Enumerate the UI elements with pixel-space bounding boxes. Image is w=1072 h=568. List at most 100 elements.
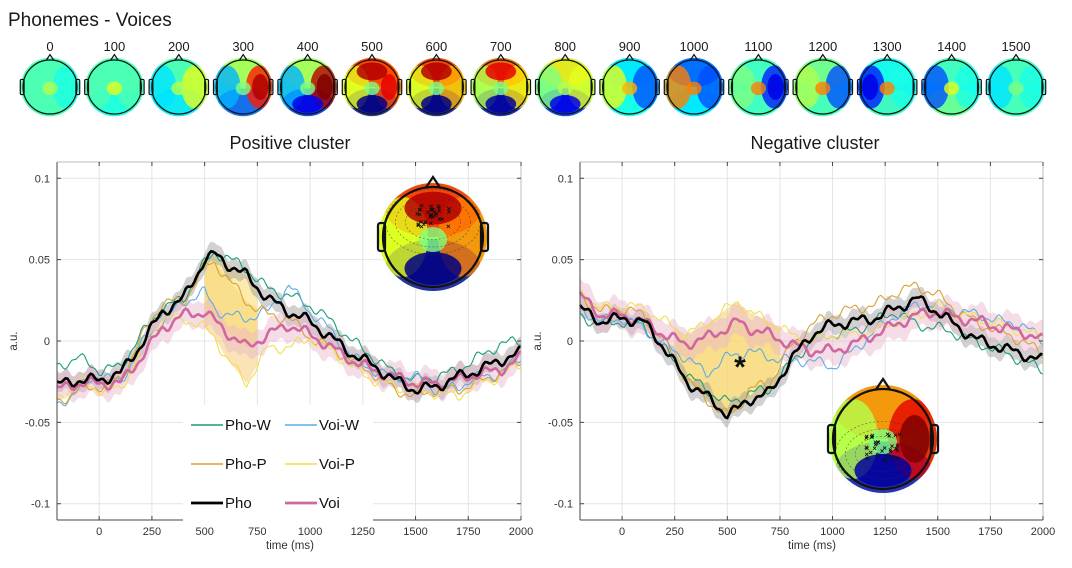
x-axis-label-negative: time (ms) xyxy=(788,540,836,552)
topomap-surface xyxy=(729,57,788,117)
significance-asterisk: * xyxy=(734,351,746,384)
topomap-region xyxy=(85,65,112,109)
topomap-surface xyxy=(407,57,466,117)
electrode-marker xyxy=(421,222,426,227)
topomap-time-label: 700 xyxy=(490,39,512,54)
topomap-core xyxy=(404,191,462,225)
series-line-voi-w xyxy=(579,298,1044,378)
topomap-time-label: 1100 xyxy=(744,39,772,54)
nose-icon xyxy=(1011,53,1021,61)
topomap-region xyxy=(1008,81,1024,96)
left-ear-icon xyxy=(148,78,154,96)
inset-topomap xyxy=(823,376,943,499)
electrode-marker xyxy=(437,206,441,210)
head-outline xyxy=(344,59,400,115)
contour-line xyxy=(845,428,921,480)
head-outline xyxy=(831,387,935,491)
x-tick-label: 500 xyxy=(718,526,736,538)
y-tick-label: -0.1 xyxy=(31,499,50,511)
nose-icon xyxy=(882,53,892,61)
topomap-region xyxy=(42,81,58,96)
right-ear-icon xyxy=(1041,78,1047,96)
electrode-marker xyxy=(430,207,434,212)
x-tick-label: 1000 xyxy=(298,526,322,538)
topomap-time-label: 1000 xyxy=(680,39,709,54)
nose-icon xyxy=(625,53,634,61)
electrode-marker xyxy=(872,446,877,451)
electrode-marker xyxy=(890,456,895,460)
electrode-marker xyxy=(869,434,874,439)
head-outline xyxy=(151,59,207,115)
legend-label-pho-w: Pho-W xyxy=(225,417,272,434)
x-tick-label: 1500 xyxy=(926,526,950,538)
topomap-region xyxy=(954,65,981,109)
electrode-marker xyxy=(864,452,869,457)
head-outline xyxy=(381,185,485,289)
error-band-pho xyxy=(57,241,521,404)
topomap-region xyxy=(664,65,692,109)
topomap-1300ms xyxy=(854,53,920,120)
topomap-region xyxy=(696,65,724,109)
plot-area xyxy=(578,162,1044,520)
topomap-region xyxy=(622,81,638,96)
topomap-surface xyxy=(600,57,659,117)
topomap-time-label: 0 xyxy=(46,39,53,54)
right-ear-icon xyxy=(526,78,532,96)
left-ear-icon xyxy=(826,423,837,455)
nose-icon xyxy=(367,53,377,61)
electrode-marker xyxy=(895,443,900,448)
legend: Pho-W Voi-W Pho-P Voi-P Pho Voi xyxy=(183,405,373,525)
electrode-marker xyxy=(416,223,421,228)
y-tick-label: 0 xyxy=(567,336,573,348)
electrode-marker xyxy=(885,432,890,437)
y-tick-label: 0.05 xyxy=(29,255,50,267)
error-band-pho xyxy=(580,286,1043,428)
topomap-core xyxy=(356,62,388,81)
x-tick-label: 750 xyxy=(771,526,789,538)
right-ear-icon xyxy=(332,78,338,96)
electrode-marker xyxy=(446,224,451,229)
electrode-marker xyxy=(894,446,899,451)
topomap-900ms xyxy=(597,53,662,120)
right-ear-icon xyxy=(204,78,210,96)
y-tick-label: -0.1 xyxy=(554,499,573,511)
topomap-core xyxy=(292,95,323,113)
y-tick-label: 0.1 xyxy=(558,173,573,185)
topomap-region xyxy=(750,81,766,96)
left-ear-icon xyxy=(470,78,476,96)
topomap-region xyxy=(922,65,949,109)
x-tick-label: 250 xyxy=(143,526,161,538)
topomap-region xyxy=(428,81,444,96)
y-tick-label: -0.05 xyxy=(548,417,573,429)
left-ear-icon xyxy=(856,78,862,96)
nose-icon xyxy=(560,53,570,61)
topomap-700ms xyxy=(468,53,534,120)
nose-icon xyxy=(496,53,506,61)
series-line-pho xyxy=(578,295,1044,420)
topomap-region xyxy=(632,65,659,109)
electrode-marker xyxy=(890,444,894,449)
electrode-marker xyxy=(897,432,902,437)
electrode-marker xyxy=(429,204,434,209)
legend-label-pho: Pho xyxy=(225,495,252,512)
topomap-region xyxy=(300,81,316,96)
topomap-core xyxy=(485,62,517,81)
topomap-1500ms xyxy=(983,53,1049,120)
topomap-region xyxy=(729,65,756,109)
right-ear-icon xyxy=(461,78,467,96)
head-outline xyxy=(473,59,529,115)
negative-cluster-panel: Negative cluster time (ms) a.u. 0 250 500 7… xyxy=(532,133,1055,552)
topomap-core xyxy=(421,62,452,81)
topomap-region xyxy=(793,65,821,109)
topomap-core xyxy=(421,95,452,113)
topomap-region xyxy=(825,65,852,109)
topomap-core xyxy=(404,252,462,285)
right-ear-icon xyxy=(929,423,940,455)
topomap-surface xyxy=(793,57,852,117)
x-tick-label: 250 xyxy=(666,526,684,538)
nose-icon xyxy=(425,174,441,189)
left-ear-icon xyxy=(84,78,90,96)
topomap-region xyxy=(106,81,122,96)
x-tick-label: 0 xyxy=(619,526,625,538)
